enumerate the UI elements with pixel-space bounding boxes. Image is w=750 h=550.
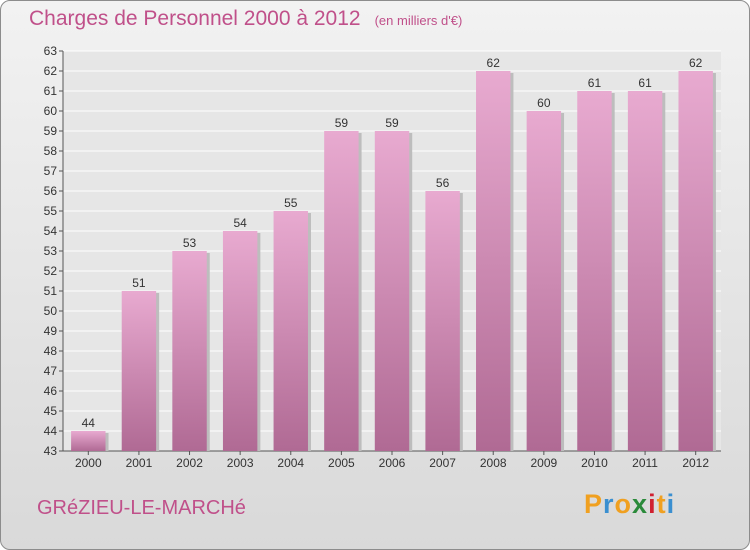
x-tick-label: 2008 xyxy=(480,456,507,470)
x-tick-label: 2011 xyxy=(632,456,658,470)
data-label: 55 xyxy=(284,196,298,210)
y-tick-label: 53 xyxy=(44,244,58,258)
y-tick-label: 48 xyxy=(44,344,58,358)
logo-letter: P xyxy=(584,489,604,519)
x-tick-label: 2007 xyxy=(429,456,456,470)
data-label: 56 xyxy=(436,176,450,190)
y-tick-label: 56 xyxy=(44,184,58,198)
bar xyxy=(577,91,612,451)
y-tick-label: 55 xyxy=(44,204,58,218)
x-tick-label: 2009 xyxy=(530,456,557,470)
data-label: 51 xyxy=(132,276,146,290)
y-tick-label: 45 xyxy=(44,404,58,418)
chart-subtitle: (en milliers d'€) xyxy=(374,13,463,28)
bar xyxy=(121,291,157,451)
y-tick-label: 59 xyxy=(44,124,58,138)
y-tick-label: 57 xyxy=(44,164,58,178)
y-tick-label: 58 xyxy=(44,144,58,158)
logo-letter: r xyxy=(603,489,615,519)
bar xyxy=(526,111,562,451)
label-layer: 44 51 53 54 55 59 59 56 62 60 61 61 62 xyxy=(82,56,703,430)
bar xyxy=(71,431,106,451)
y-tick-label: 62 xyxy=(44,64,58,78)
proxiti-logo: Proxiti xyxy=(584,489,675,520)
x-tick-label: 2006 xyxy=(379,456,406,470)
logo-letter: t xyxy=(656,489,667,519)
data-label: 60 xyxy=(537,96,551,110)
bar-layer xyxy=(71,71,716,451)
data-label: 59 xyxy=(385,116,399,130)
data-label: 61 xyxy=(588,76,602,90)
y-tick-label: 43 xyxy=(44,444,58,458)
logo-letter: o xyxy=(614,489,633,519)
bar xyxy=(476,71,511,451)
y-tick-label: 60 xyxy=(44,104,58,118)
town-name: GRéZIEU-LE-MARCHé xyxy=(37,497,246,519)
bar xyxy=(172,251,207,451)
x-tick-label: 2004 xyxy=(277,456,304,470)
data-label: 59 xyxy=(335,116,349,130)
x-tick-label: 2012 xyxy=(682,456,709,470)
bar xyxy=(273,211,308,451)
bar xyxy=(425,191,460,451)
logo-letter: x xyxy=(632,489,649,519)
y-tick-label: 44 xyxy=(44,424,58,438)
data-label: 62 xyxy=(689,56,703,70)
bar xyxy=(222,231,258,451)
x-tick-label: 2001 xyxy=(126,456,153,470)
y-tick-label: 50 xyxy=(44,304,58,318)
x-tick-label: 2005 xyxy=(328,456,355,470)
axis-layer: 43 44 45 46 47 48 49 50 51 52 53 54 55 56 57 58 59 60 61 62… xyxy=(44,44,721,470)
bar xyxy=(627,91,663,451)
y-tick-label: 46 xyxy=(44,384,58,398)
y-tick-label: 51 xyxy=(44,284,58,298)
data-label: 61 xyxy=(638,76,652,90)
y-tick-label: 47 xyxy=(44,364,58,378)
data-label: 53 xyxy=(183,236,197,250)
y-tick-label: 54 xyxy=(44,224,58,238)
y-tick-label: 49 xyxy=(44,324,58,338)
x-tick-label: 2002 xyxy=(176,456,203,470)
chart-title-block: Charges de Personnel 2000 à 2012 (en mill… xyxy=(29,7,462,31)
y-tick-label: 52 xyxy=(44,264,58,278)
x-tick-label: 2000 xyxy=(75,456,102,470)
data-label: 62 xyxy=(487,56,501,70)
y-tick-label: 61 xyxy=(44,84,58,98)
data-label: 54 xyxy=(233,216,247,230)
bar xyxy=(374,131,410,451)
data-label: 44 xyxy=(82,416,96,430)
bar xyxy=(324,131,359,451)
logo-letter: i xyxy=(648,489,657,519)
x-tick-label: 2003 xyxy=(227,456,254,470)
y-tick-label: 63 xyxy=(44,44,58,58)
logo-letter: i xyxy=(666,489,676,519)
x-tick-label: 2010 xyxy=(581,456,608,470)
chart-title: Charges de Personnel 2000 à 2012 xyxy=(29,7,361,30)
bar xyxy=(678,71,713,451)
